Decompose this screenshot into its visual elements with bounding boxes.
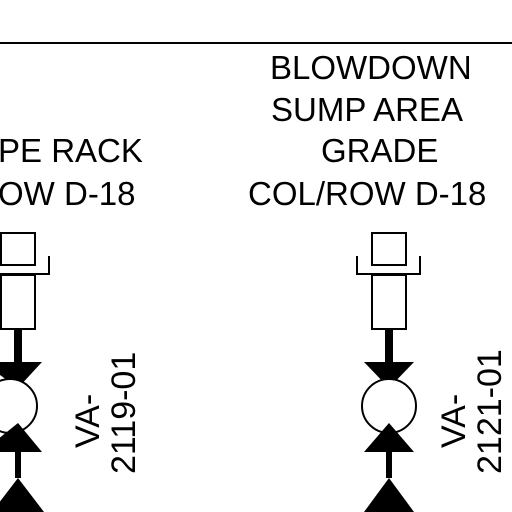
right-valve-assembly <box>356 232 421 512</box>
left-actuator-body <box>0 274 36 330</box>
right-location-line-1: BLOWDOWN <box>270 49 472 86</box>
right-valve-lower-triangle <box>364 423 414 452</box>
right-flow-arrow <box>364 478 414 512</box>
right-actuator-body <box>371 274 407 330</box>
left-valve-assembly <box>0 232 50 512</box>
right-location-line-3: GRADE <box>321 132 439 169</box>
right-instrument-box <box>371 232 407 266</box>
left-valve-lower-triangle <box>0 423 42 452</box>
left-valve-tag-number: 2119-01 <box>105 351 143 474</box>
right-location-line-2: SUMP AREA <box>271 91 463 128</box>
left-flow-arrow <box>0 478 44 512</box>
right-valve-tag-prefix: VA- <box>435 393 473 448</box>
left-location-line-2: OW D-18 <box>0 175 136 212</box>
left-location-line-1: PE RACK <box>0 132 143 169</box>
right-valve-tag-number: 2121-01 <box>471 349 509 474</box>
right-location-line-4: COL/ROW D-18 <box>248 175 487 212</box>
left-instrument-box <box>0 232 36 266</box>
right-valve-upper-triangle <box>364 362 414 388</box>
left-valve-tag-prefix: VA- <box>69 393 107 448</box>
